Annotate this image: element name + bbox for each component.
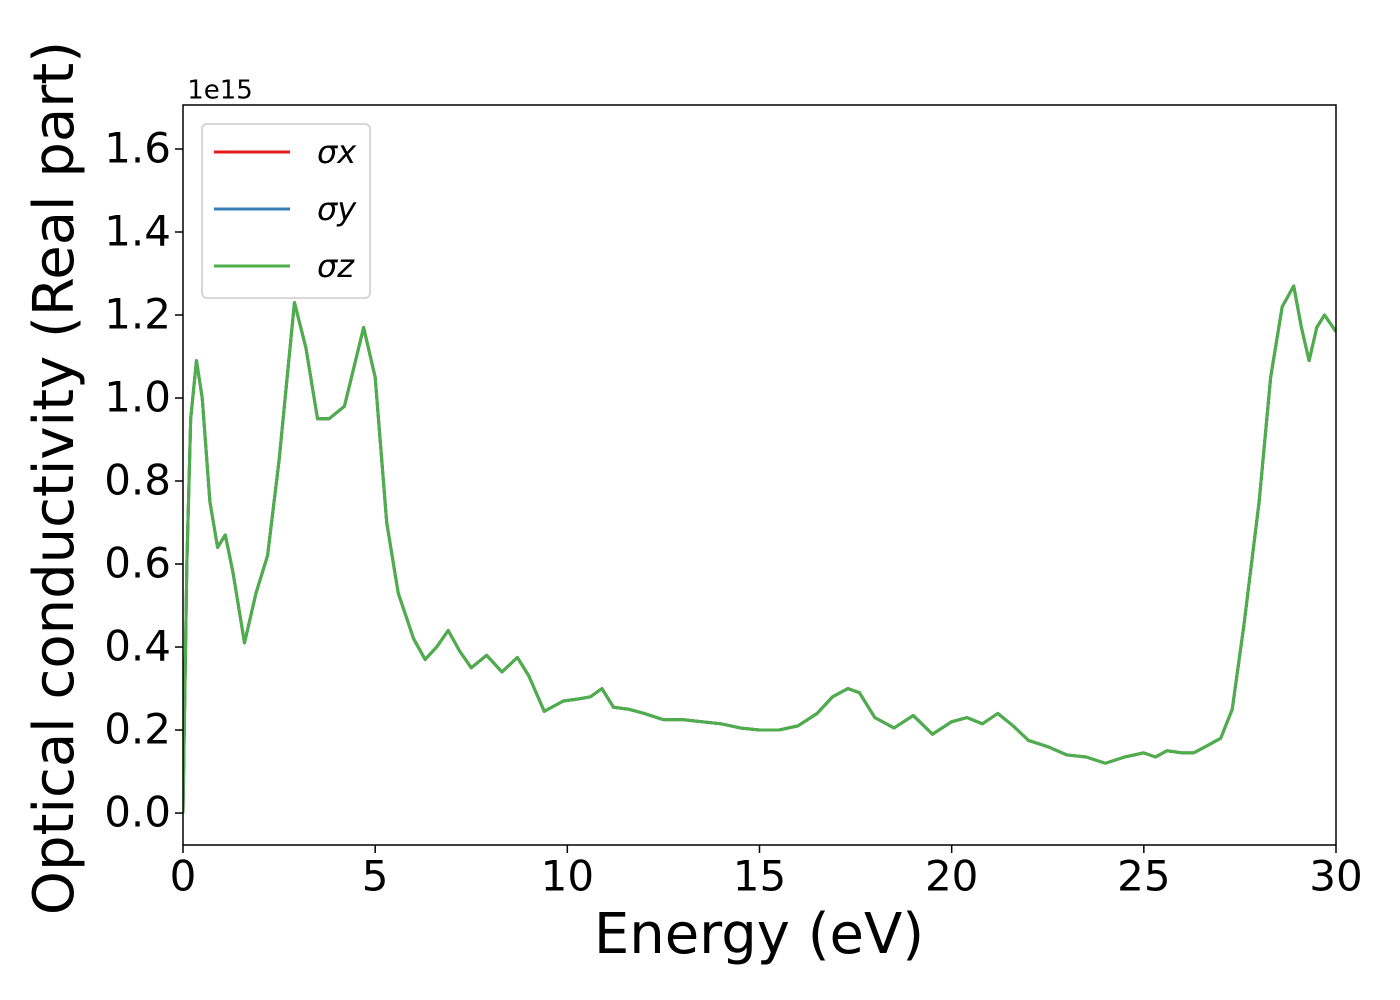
y-tick-label: 1.4 xyxy=(104,206,171,255)
legend-label: σz xyxy=(317,247,355,285)
legend-label: σy xyxy=(317,190,357,228)
y-axis-label: Optical conductivity (Real part) xyxy=(22,41,87,915)
legend-label: σx xyxy=(317,133,357,171)
x-tick-label: 5 xyxy=(362,852,389,901)
y-tick-label: 1.6 xyxy=(104,123,171,172)
y-tick-label: 0.6 xyxy=(104,539,171,588)
y-tick-label: 0.2 xyxy=(104,705,171,754)
x-tick-label: 20 xyxy=(925,852,978,901)
y-tick-label: 0.0 xyxy=(104,788,171,837)
y-tick-label: 0.8 xyxy=(104,456,171,505)
x-axis-label: Energy (eV) xyxy=(594,902,924,967)
series-line xyxy=(183,284,1336,814)
x-tick-label: 25 xyxy=(1117,852,1170,901)
y-tick-label: 1.0 xyxy=(104,373,171,422)
x-tick-label: 0 xyxy=(170,852,197,901)
y-offset-label: 1e15 xyxy=(187,76,253,106)
x-tick-label: 15 xyxy=(733,852,786,901)
y-tick-label: 1.2 xyxy=(104,290,171,339)
plot-frame xyxy=(182,104,1337,846)
x-tick-label: 30 xyxy=(1309,852,1362,901)
legend-box xyxy=(201,123,371,299)
y-tick-label: 0.4 xyxy=(104,622,171,671)
x-tick-label: 10 xyxy=(541,852,594,901)
